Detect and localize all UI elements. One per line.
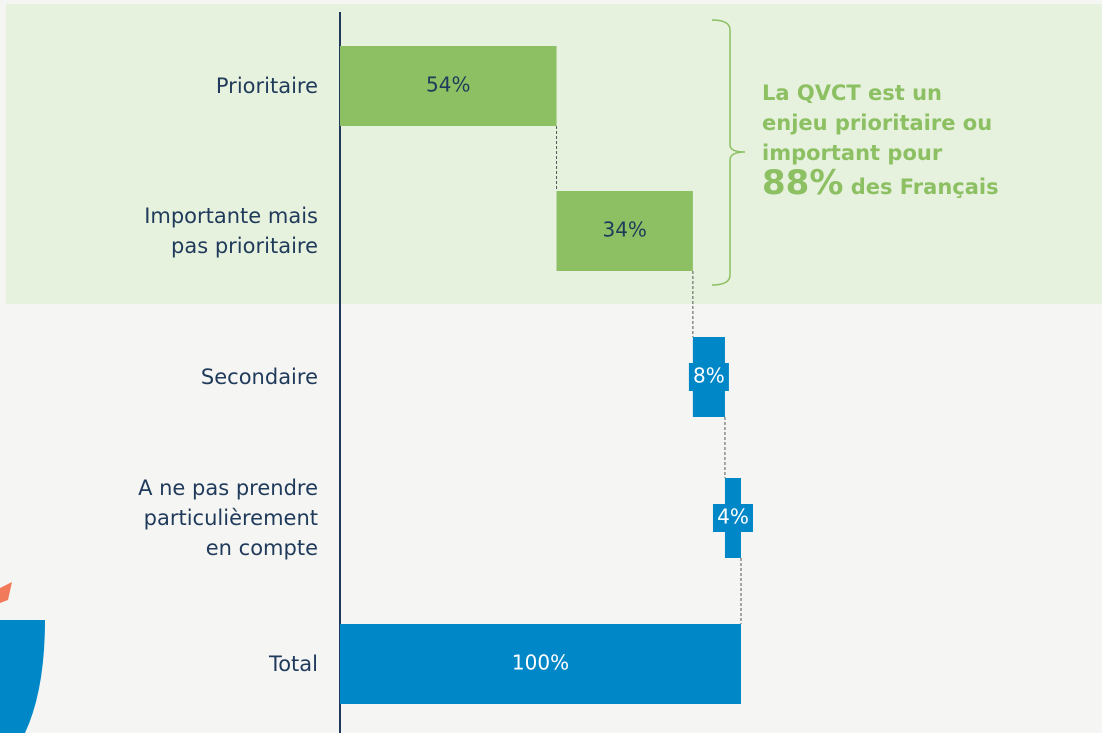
category-label: Secondaire <box>201 362 318 392</box>
decor-blue <box>0 620 45 733</box>
category-label: Importante mais pas prioritaire <box>144 201 318 261</box>
category-label: Prioritaire <box>216 71 318 101</box>
annotation-suffix: des Français <box>851 175 999 199</box>
value-label: 4% <box>717 505 749 529</box>
chart: 54% 34% 8% 4% 100% La QVCT est un enjeu prio… <box>0 0 1102 733</box>
decor-orange <box>0 582 12 603</box>
value-label: 100% <box>512 651 569 675</box>
value-label: 54% <box>426 73 470 97</box>
category-label: A ne pas prendre particulièrement en com… <box>138 473 318 563</box>
category-label: Total <box>269 649 318 679</box>
annotation-text: La QVCT est un enjeu prioritaire ou impo… <box>762 81 992 165</box>
annotation: La QVCT est un enjeu prioritaire ou impo… <box>762 78 999 202</box>
annotation-highlight: 88% <box>762 163 843 203</box>
value-label: 8% <box>693 364 725 388</box>
value-label: 34% <box>602 218 646 242</box>
